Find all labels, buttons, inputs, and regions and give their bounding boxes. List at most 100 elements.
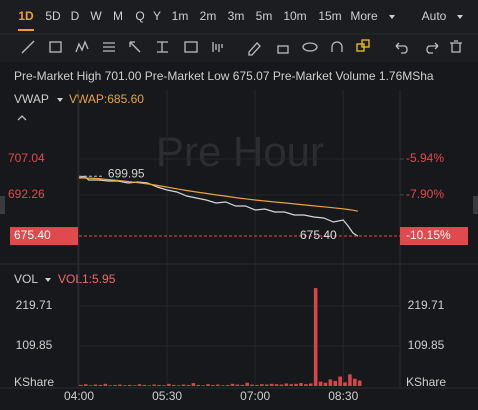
tool-magnet[interactable] xyxy=(331,41,343,52)
tool-multi[interactable] xyxy=(361,39,370,48)
volume-bar xyxy=(186,384,191,386)
volume-bar xyxy=(353,378,357,386)
timeframe[interactable]: 10m xyxy=(283,9,306,23)
info-label: Pre-Market Low xyxy=(145,69,230,83)
dropdown-arrow[interactable] xyxy=(57,98,63,102)
timeframe[interactable]: 15m xyxy=(318,9,341,23)
volume-bar xyxy=(142,384,147,386)
tool-pen[interactable] xyxy=(248,42,261,56)
timeframe[interactable]: More xyxy=(350,9,378,23)
tool-wave[interactable] xyxy=(75,40,89,53)
timeframe[interactable]: W xyxy=(90,9,102,23)
x-tick-label: 08:30 xyxy=(328,389,358,403)
volume-bar xyxy=(313,288,318,386)
volume-bar xyxy=(318,381,323,386)
info-value: 701.00 xyxy=(105,69,142,83)
side-tab[interactable] xyxy=(473,196,478,214)
y-unit: KShare xyxy=(14,375,54,389)
side-tab[interactable] xyxy=(0,196,5,214)
tool-undo[interactable] xyxy=(395,42,408,54)
volume-bar xyxy=(167,383,171,386)
volume-bar xyxy=(152,384,156,386)
volume-bar xyxy=(304,384,308,386)
timeframe[interactable]: Q xyxy=(135,9,144,23)
timeframe[interactable]: 5D xyxy=(45,9,61,23)
watermark: Pre Hour xyxy=(156,128,324,175)
tool-label[interactable] xyxy=(184,41,198,53)
tool-delete[interactable] xyxy=(450,40,462,53)
volume-bar xyxy=(323,382,328,386)
x-tick-label: 07:00 xyxy=(240,389,270,403)
last-change-label: -10.15% xyxy=(406,228,451,242)
volume-bar xyxy=(274,384,279,386)
volume-bar xyxy=(181,384,186,386)
volume-bar xyxy=(216,384,220,386)
timeframe[interactable]: D xyxy=(71,9,80,23)
last-change-box xyxy=(400,227,468,246)
dropdown-arrow[interactable] xyxy=(457,15,463,19)
volume-bar xyxy=(113,384,117,386)
volume-bar xyxy=(137,384,142,386)
scale-mode[interactable]: Auto xyxy=(422,9,447,23)
volume-bar xyxy=(103,383,108,386)
drawing-tools[interactable] xyxy=(21,39,462,56)
volume-bar xyxy=(333,380,338,386)
volume-bar xyxy=(196,384,201,386)
volume-bar xyxy=(157,384,161,386)
tool-arrow[interactable] xyxy=(129,41,141,53)
dropdown-arrow[interactable] xyxy=(45,278,51,282)
tool-redo[interactable] xyxy=(426,42,439,54)
volume-bar xyxy=(250,384,254,386)
volume-bar xyxy=(93,384,98,386)
tool-lock[interactable] xyxy=(277,45,289,54)
timeframe[interactable]: 3m xyxy=(228,9,245,23)
timeframe[interactable]: M xyxy=(113,9,123,23)
volume-bar xyxy=(328,379,333,386)
info-label: Pre-Market Volume xyxy=(273,69,376,83)
volume-bar xyxy=(245,382,249,386)
volume-bar xyxy=(201,385,205,386)
timeframe[interactable]: 1m xyxy=(172,9,189,23)
tool-eye[interactable] xyxy=(302,42,318,52)
volume-bar xyxy=(343,382,347,386)
y-tick-label: 109.85 xyxy=(16,338,53,352)
volume-bar xyxy=(176,385,181,386)
volume-title[interactable]: VOL xyxy=(14,272,38,286)
volume-bar xyxy=(357,380,362,386)
series-line xyxy=(78,177,359,212)
info-value: 675.07 xyxy=(233,69,270,83)
volume-bar xyxy=(230,383,235,386)
info-label: Pre-Market High xyxy=(14,69,101,83)
y-tick-label: 692.26 xyxy=(8,187,45,201)
volume-bar xyxy=(289,384,294,386)
volume-bar xyxy=(294,383,298,386)
indicator-value: VWAP:685.60 xyxy=(69,92,144,106)
volume-bar xyxy=(132,385,137,386)
toolbar-bg xyxy=(0,0,478,62)
last-price-inline: 675.40 xyxy=(300,228,337,242)
info-bar: Pre-Market High 701.00 Pre-Market Low 67… xyxy=(14,69,434,83)
timeframe[interactable]: 1D xyxy=(18,9,34,23)
volume-bar xyxy=(162,385,166,386)
timeframe[interactable]: Y xyxy=(153,9,161,23)
last-price-label: 675.40 xyxy=(14,228,51,242)
tool-rect[interactable] xyxy=(49,41,62,53)
volume-bar xyxy=(220,385,225,386)
volume-bar xyxy=(83,384,88,386)
volume-bar xyxy=(308,383,313,386)
indicator-name[interactable]: VWAP xyxy=(14,92,49,106)
tool-fib[interactable] xyxy=(103,42,115,52)
collapse-icon[interactable] xyxy=(17,115,27,121)
tool-text[interactable] xyxy=(157,41,168,53)
tool-line[interactable] xyxy=(21,40,35,54)
timeframe[interactable]: 5m xyxy=(256,9,273,23)
volume-bar xyxy=(171,384,176,386)
timeframe[interactable]: 2m xyxy=(200,9,217,23)
tool-candles[interactable] xyxy=(212,42,223,52)
volume-bar xyxy=(299,383,303,386)
volume-bar xyxy=(260,384,264,386)
dropdown-arrow[interactable] xyxy=(389,15,395,19)
x-tick-label: 05:30 xyxy=(152,389,182,403)
